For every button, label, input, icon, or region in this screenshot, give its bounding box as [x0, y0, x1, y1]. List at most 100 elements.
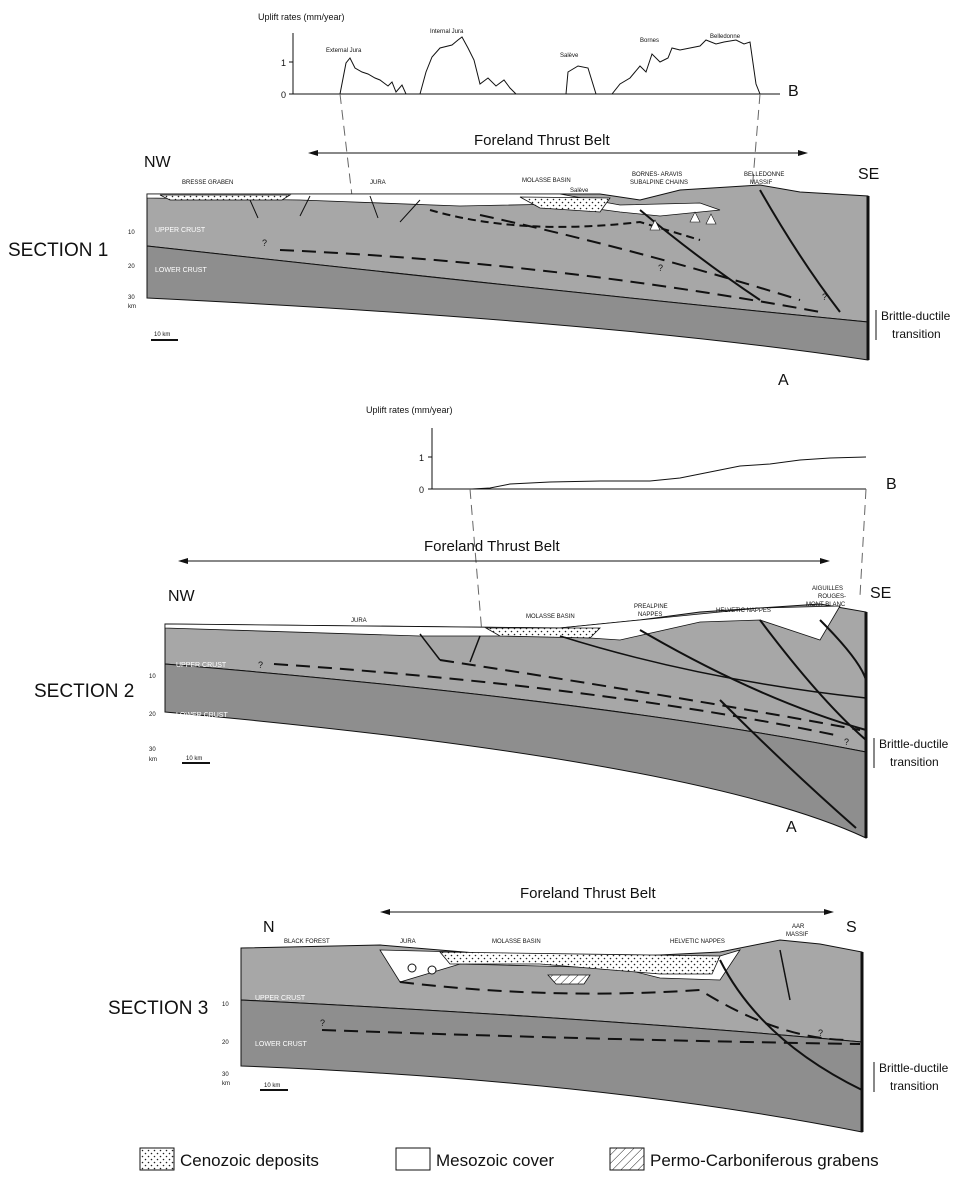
- question-2: ?: [844, 737, 849, 747]
- uplift-tick-1: 1: [419, 453, 424, 463]
- section-2: Uplift rates (mm/year) 1 0 B Foreland Th…: [34, 405, 949, 839]
- uplift-label-bornes: Bornes: [640, 38, 659, 44]
- question-1: ?: [258, 660, 263, 670]
- foreland-arrow-1: Foreland Thrust Belt: [308, 132, 808, 156]
- dir-nw: NW: [168, 588, 196, 605]
- transition-line-2: transition: [890, 1079, 939, 1093]
- point-a: A: [786, 819, 797, 836]
- scale-bar-label: 10 km: [186, 756, 202, 762]
- foreland-label: Foreland Thrust Belt: [474, 132, 610, 149]
- dir-se: SE: [870, 585, 891, 602]
- unit-aar: AAR: [792, 924, 805, 930]
- unit-massif: MASSIF: [750, 180, 773, 186]
- uplift-label-external-jura: External Jura: [326, 48, 362, 54]
- question-1: ?: [262, 238, 267, 248]
- molasse-fill-2: [484, 627, 601, 639]
- uplift-tick-0: 0: [281, 90, 286, 100]
- unit-saleve: Salève: [570, 188, 589, 194]
- upper-crust-label: UPPER CRUST: [176, 662, 227, 669]
- legend-swatch-mesozoic: [395, 1147, 431, 1171]
- uplift-tick-0: 0: [419, 485, 424, 495]
- section-1: Uplift rates (mm/year) 1 0 External Jura…: [8, 12, 951, 389]
- foreland-label: Foreland Thrust Belt: [520, 885, 656, 902]
- unit-mont-blanc: MONT BLANC: [806, 602, 846, 608]
- point-a: A: [778, 372, 789, 389]
- unit-jura: JURA: [370, 180, 386, 186]
- transition-line-1: Brittle-ductile: [879, 1061, 949, 1075]
- depth-10: 10: [222, 1002, 229, 1008]
- unit-bornes-aravis: BORNES- ARAVIS: [632, 172, 682, 178]
- uplift-chart-1: Uplift rates (mm/year) 1 0 External Jura…: [258, 12, 799, 100]
- bresse-graben-fill: [159, 194, 292, 201]
- unit-bresse-graben: BRESSE GRABEN: [182, 180, 233, 186]
- legend-permo: Permo-Carboniferous grabens: [650, 1151, 879, 1170]
- unit-helvetic-nappes: HELVETIC NAPPES: [716, 608, 771, 614]
- upper-crust-label: UPPER CRUST: [155, 227, 206, 234]
- uplift-title: Uplift rates (mm/year): [366, 405, 453, 415]
- dir-se: SE: [858, 166, 879, 183]
- uplift-tick-1: 1: [281, 58, 286, 68]
- depth-20: 20: [149, 712, 156, 718]
- legend-swatch-cenozoic: [139, 1147, 175, 1171]
- unit-belledonne: BELLEDONNE: [744, 172, 784, 178]
- depth-10: 10: [128, 230, 135, 236]
- unit-molasse-basin: MOLASSE BASIN: [492, 939, 541, 945]
- transition-line-2: transition: [892, 327, 941, 341]
- uplift-title: Uplift rates (mm/year): [258, 12, 345, 22]
- question-3: ?: [822, 292, 827, 302]
- lower-crust-label: LOWER CRUST: [255, 1041, 307, 1048]
- unit-subalpine-chains: SUBALPINE CHAINS: [630, 180, 688, 186]
- foreland-arrow-3: Foreland Thrust Belt: [380, 885, 834, 915]
- transition-line-2: transition: [890, 755, 939, 769]
- depth-30: 30: [128, 295, 135, 301]
- question-2: ?: [658, 263, 663, 273]
- question-1: ?: [320, 1018, 325, 1028]
- upper-crust-label: UPPER CRUST: [255, 995, 306, 1002]
- foreland-arrow-2: Foreland Thrust Belt: [178, 538, 830, 564]
- depth-km: km: [149, 757, 157, 763]
- unit-nappes: NAPPES: [638, 612, 662, 618]
- scale-bar-label: 10 km: [154, 332, 170, 338]
- section-1-title: SECTION 1: [8, 240, 108, 261]
- depth-20: 20: [128, 264, 135, 270]
- section-3: Foreland Thrust Belt N S BLACK FOREST JU…: [108, 885, 949, 1133]
- section-3-title: SECTION 3: [108, 998, 208, 1019]
- scale-bar-label: 10 km: [264, 1083, 280, 1089]
- section-2-title: SECTION 2: [34, 681, 134, 702]
- unit-molasse-basin: MOLASSE BASIN: [522, 178, 571, 184]
- depth-30: 30: [149, 747, 156, 753]
- uplift-label-internal-jura: Internal Jura: [430, 29, 464, 35]
- permo-graben-fill: [547, 974, 591, 985]
- unit-aiguilles: AIGUILLES: [812, 586, 843, 592]
- legend-mesozoic: Mesozoic cover: [436, 1151, 554, 1170]
- unit-jura: JURA: [400, 939, 416, 945]
- depth-10: 10: [149, 674, 156, 680]
- dir-nw: NW: [144, 154, 172, 171]
- depth-30: 30: [222, 1072, 229, 1078]
- unit-helvetic-nappes: HELVETIC NAPPES: [670, 939, 725, 945]
- depth-km: km: [128, 304, 136, 310]
- uplift-label-belledonne: Belledonne: [710, 34, 741, 40]
- dir-n: N: [263, 919, 275, 936]
- uplift-profile-line: [471, 456, 867, 490]
- unit-jura: JURA: [351, 618, 367, 624]
- point-b: B: [886, 476, 897, 493]
- point-b: B: [788, 83, 799, 100]
- foreland-label: Foreland Thrust Belt: [424, 538, 560, 555]
- uplift-chart-2: Uplift rates (mm/year) 1 0 B: [366, 405, 897, 495]
- uplift-label-saleve: Salève: [560, 53, 579, 59]
- depth-20: 20: [222, 1040, 229, 1046]
- legend-swatch-permo: [609, 1147, 645, 1171]
- dir-s: S: [846, 919, 857, 936]
- transition-line-1: Brittle-ductile: [879, 737, 949, 751]
- legend-cenozoic: Cenozoic deposits: [180, 1151, 319, 1170]
- unit-prealpine: PREALPINE: [634, 604, 668, 610]
- unit-rouges: ROUGES-: [818, 594, 846, 600]
- molasse-fill-1: [519, 196, 611, 213]
- uplift-profile-line: [339, 36, 761, 95]
- depth-km: km: [222, 1081, 230, 1087]
- unit-black-forest: BLACK FOREST: [284, 939, 330, 945]
- legend: Cenozoic deposits Mesozoic cover Permo-C…: [139, 1147, 879, 1171]
- lower-crust-label: LOWER CRUST: [155, 267, 207, 274]
